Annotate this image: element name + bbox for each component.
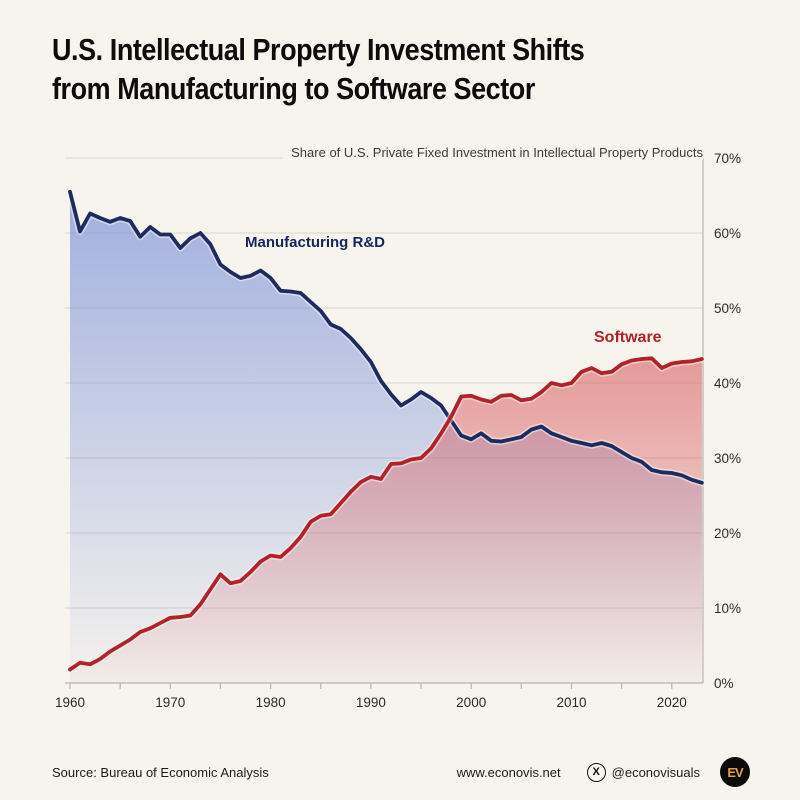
y-tick-label-40: 40%	[714, 376, 741, 391]
y-tick-label-50: 50%	[714, 301, 741, 316]
chart-subtitle: Share of U.S. Private Fixed Investment i…	[283, 145, 703, 160]
y-tick-label-30: 30%	[714, 451, 741, 466]
y-tick-label-0: 0%	[714, 676, 734, 691]
footer: Source: Bureau of Economic Analysis www.…	[52, 752, 750, 792]
x-tick-label-2010: 2010	[556, 695, 586, 710]
manufacturing-line	[68, 189, 704, 485]
x-tick-label-1980: 1980	[256, 695, 286, 710]
econovis-logo[interactable]: EV	[720, 757, 750, 787]
page-title: U.S. Intellectual Property Investment Sh…	[52, 30, 696, 108]
title-line-1: U.S. Intellectual Property Investment Sh…	[52, 32, 585, 67]
source-note: Source: Bureau of Economic Analysis	[52, 764, 269, 780]
y-tick-label-60: 60%	[714, 226, 741, 241]
x-tick-label-1960: 1960	[55, 695, 85, 710]
website-link[interactable]: www.econovis.net	[456, 764, 561, 780]
x-tick-label-2020: 2020	[657, 695, 687, 710]
series-label-manufacturing: Manufacturing R&D	[245, 234, 385, 251]
chart-area: 0% 10% 20% 30% 40% 50% 60% 70% 1960 1970 1980 1990 2…	[0, 140, 800, 760]
y-tick-label-10: 10%	[714, 601, 741, 616]
title-line-2: from Manufacturing to Software Sector	[52, 71, 535, 106]
series-label-software: Software	[594, 329, 662, 346]
chart-svg: 0% 10% 20% 30% 40% 50% 60% 70% 1960 1970 1980 1990 2…	[55, 151, 741, 710]
x-tick-label-2000: 2000	[456, 695, 486, 710]
y-tick-label-70: 70%	[714, 151, 741, 166]
x-twitter-icon[interactable]: X	[586, 762, 606, 782]
y-tick-label-20: 20%	[714, 526, 741, 541]
footer-links: www.econovis.net X @econovisuals EV	[457, 757, 750, 787]
software-line	[68, 356, 704, 672]
x-tick-label-1990: 1990	[356, 695, 386, 710]
social-handle-link[interactable]: @econovisuals	[611, 764, 700, 780]
software-area	[70, 358, 702, 683]
x-tick-label-1970: 1970	[155, 695, 185, 710]
